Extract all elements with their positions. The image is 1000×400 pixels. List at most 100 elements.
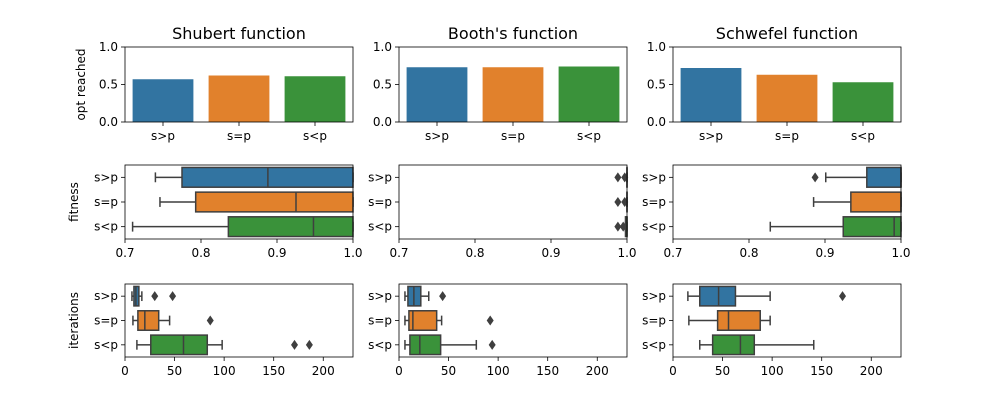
- x-tick-label: 0.7: [389, 246, 408, 260]
- y-axis-label: opt reached: [74, 48, 88, 120]
- x-tick-label: 0.8: [191, 246, 210, 260]
- axes-frame: [398, 46, 628, 123]
- outlier-point: [486, 315, 494, 326]
- x-tick-label: 1.0: [617, 246, 636, 260]
- outlier-point: [811, 172, 819, 183]
- x-tick-label: 100: [487, 364, 510, 378]
- outlier-point: [291, 339, 299, 350]
- box-s>p: [699, 285, 737, 307]
- y-tick-label: s=p: [94, 314, 118, 328]
- x-tick-label: 150: [536, 364, 559, 378]
- y-tick-label: s=p: [368, 195, 392, 209]
- y-axis-label: fitness: [67, 182, 81, 222]
- y-tick-label: 1.0: [99, 40, 118, 54]
- y-tick-label: s>p: [94, 170, 118, 184]
- y-tick-label: s>p: [642, 289, 666, 303]
- x-tick-label: 0.7: [115, 246, 134, 260]
- box-s<p: [409, 334, 442, 356]
- axes-frame: [672, 164, 902, 240]
- x-tick-label: s>p: [151, 129, 175, 143]
- x-tick-label: 200: [860, 364, 883, 378]
- axes-frame: [124, 283, 354, 358]
- y-tick-label: s>p: [642, 170, 666, 184]
- y-tick-label: s<p: [642, 220, 666, 234]
- x-tick-label: 0.8: [739, 246, 758, 260]
- x-tick-label: 100: [761, 364, 784, 378]
- x-tick-label: s=p: [775, 129, 799, 143]
- y-tick-label: 0.5: [99, 78, 118, 92]
- y-tick-label: s<p: [94, 220, 118, 234]
- box-s=p: [408, 310, 438, 331]
- x-tick-label: 50: [167, 364, 182, 378]
- x-tick-label: 0: [669, 364, 677, 378]
- bar-s=p: [208, 75, 270, 122]
- box-s<p: [842, 216, 902, 238]
- y-tick-label: s=p: [94, 195, 118, 209]
- axes-frame: [672, 283, 902, 358]
- bar-s>p: [680, 68, 742, 122]
- x-tick-label: s<p: [851, 129, 875, 143]
- outlier-point: [488, 339, 496, 350]
- x-tick-label: s=p: [501, 129, 525, 143]
- y-tick-label: s=p: [642, 195, 666, 209]
- outlier-point: [206, 315, 214, 326]
- bar-s>p: [406, 67, 468, 122]
- x-tick-label: 50: [441, 364, 456, 378]
- x-tick-label: 0: [395, 364, 403, 378]
- x-tick-label: 200: [586, 364, 609, 378]
- x-tick-label: 150: [262, 364, 285, 378]
- outlier-point: [621, 172, 629, 183]
- y-tick-label: s>p: [368, 289, 392, 303]
- x-tick-label: 200: [312, 364, 335, 378]
- box-s<p: [150, 334, 209, 356]
- x-tick-label: s>p: [425, 129, 449, 143]
- x-tick-label: 0.9: [267, 246, 286, 260]
- chart-title: Booth's function: [448, 24, 578, 43]
- axes-frame: [124, 46, 354, 123]
- box-s=p: [194, 191, 354, 213]
- bar-s<p: [284, 76, 346, 122]
- outlier-point: [614, 197, 622, 207]
- x-tick-label: 0.8: [465, 246, 484, 260]
- x-tick-label: 0.9: [541, 246, 560, 260]
- box-s=p: [850, 191, 902, 213]
- y-tick-label: 0.0: [373, 115, 392, 129]
- axes-frame: [124, 164, 354, 240]
- y-tick-label: 0.5: [373, 78, 392, 92]
- x-tick-label: s<p: [577, 129, 601, 143]
- y-tick-label: 1.0: [373, 40, 392, 54]
- y-tick-label: 0.0: [99, 115, 118, 129]
- outlier-point: [614, 172, 622, 183]
- y-axis-label: iterations: [67, 292, 81, 349]
- bar-s=p: [482, 67, 544, 122]
- y-tick-label: s=p: [368, 314, 392, 328]
- box-s=p: [137, 310, 160, 331]
- x-tick-label: 1.0: [891, 246, 910, 260]
- chart-title: Schwefel function: [716, 24, 858, 43]
- box-s=p: [716, 310, 761, 331]
- outlier-point: [614, 221, 622, 232]
- y-tick-label: s>p: [368, 170, 392, 184]
- bar-s=p: [756, 74, 818, 122]
- outlier-point: [439, 291, 447, 302]
- outlier-point: [305, 339, 313, 350]
- chart-title: Shubert function: [172, 24, 306, 43]
- x-tick-label: 0.7: [663, 246, 682, 260]
- outlier-point: [621, 197, 629, 207]
- x-tick-label: 150: [810, 364, 833, 378]
- outlier-point: [151, 291, 159, 302]
- bar-s<p: [558, 66, 620, 122]
- x-tick-label: s>p: [699, 129, 723, 143]
- outlier-point: [169, 291, 177, 302]
- x-tick-label: 1.0: [343, 246, 362, 260]
- y-tick-label: 0.0: [647, 115, 666, 129]
- x-tick-label: 0.9: [815, 246, 834, 260]
- x-tick-label: s<p: [303, 129, 327, 143]
- x-tick-label: 50: [715, 364, 730, 378]
- x-tick-label: 100: [213, 364, 236, 378]
- box-s<p: [711, 334, 756, 356]
- y-tick-label: 0.5: [647, 78, 666, 92]
- axes-frame: [398, 283, 628, 358]
- axes-frame: [672, 46, 902, 123]
